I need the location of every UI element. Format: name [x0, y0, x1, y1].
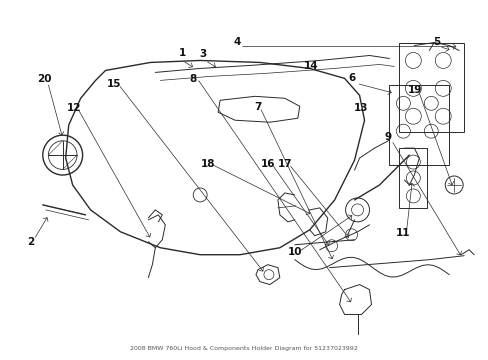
Text: 2: 2	[27, 237, 34, 247]
Text: 20: 20	[38, 75, 52, 84]
Text: 9: 9	[384, 132, 391, 142]
Bar	[399, 42, 463, 132]
Text: 15: 15	[107, 79, 122, 89]
Text: 12: 12	[66, 103, 81, 113]
Bar	[399, 148, 427, 208]
Text: 10: 10	[287, 247, 302, 257]
Text: 19: 19	[407, 85, 422, 95]
Text: 8: 8	[189, 75, 197, 84]
Text: 2008 BMW 760Li Hood & Components Holder Diagram for 51237023992: 2008 BMW 760Li Hood & Components Holder …	[130, 346, 357, 351]
Text: 1: 1	[178, 49, 185, 58]
Bar	[388, 85, 448, 165]
Text: 18: 18	[201, 159, 215, 169]
Text: 7: 7	[254, 102, 261, 112]
Text: 11: 11	[395, 228, 410, 238]
Text: 5: 5	[433, 36, 440, 46]
Text: 6: 6	[347, 73, 354, 84]
Text: 16: 16	[260, 159, 275, 169]
Text: 4: 4	[233, 36, 240, 46]
Text: 17: 17	[277, 159, 291, 169]
Text: 14: 14	[303, 62, 317, 71]
Text: 3: 3	[199, 49, 206, 59]
Text: 13: 13	[354, 103, 368, 113]
